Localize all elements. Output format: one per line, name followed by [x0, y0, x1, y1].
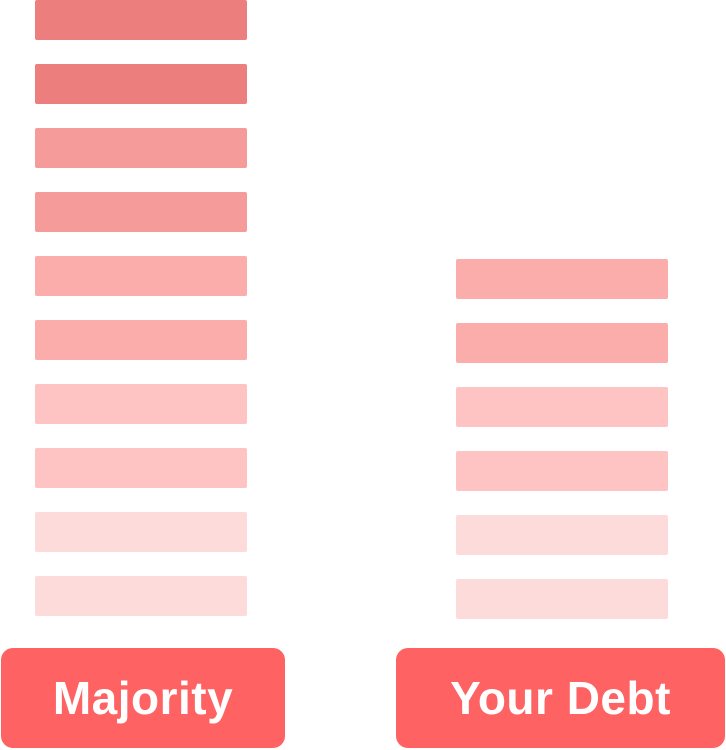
bar-segment-majority-4 [35, 192, 247, 232]
bar-segment-majority-10 [35, 576, 247, 616]
category-label-majority: Majority [1, 648, 285, 748]
bar-segment-your-debt-6 [456, 579, 668, 619]
bar-segment-majority-3 [35, 128, 247, 168]
bar-segment-your-debt-4 [456, 451, 668, 491]
bar-segment-majority-9 [35, 512, 247, 552]
bar-your-debt [456, 0, 668, 620]
bar-segment-majority-1 [35, 0, 247, 40]
bar-segment-your-debt-2 [456, 323, 668, 363]
bar-segment-majority-6 [35, 320, 247, 360]
bar-segment-your-debt-3 [456, 387, 668, 427]
bar-segment-your-debt-1 [456, 259, 668, 299]
bar-majority [35, 0, 247, 620]
bar-segment-majority-7 [35, 384, 247, 424]
category-label-your-debt: Your Debt [396, 648, 725, 748]
bar-segment-majority-8 [35, 448, 247, 488]
bar-segment-majority-5 [35, 256, 247, 296]
bar-segment-your-debt-5 [456, 515, 668, 555]
bar-segment-majority-2 [35, 64, 247, 104]
